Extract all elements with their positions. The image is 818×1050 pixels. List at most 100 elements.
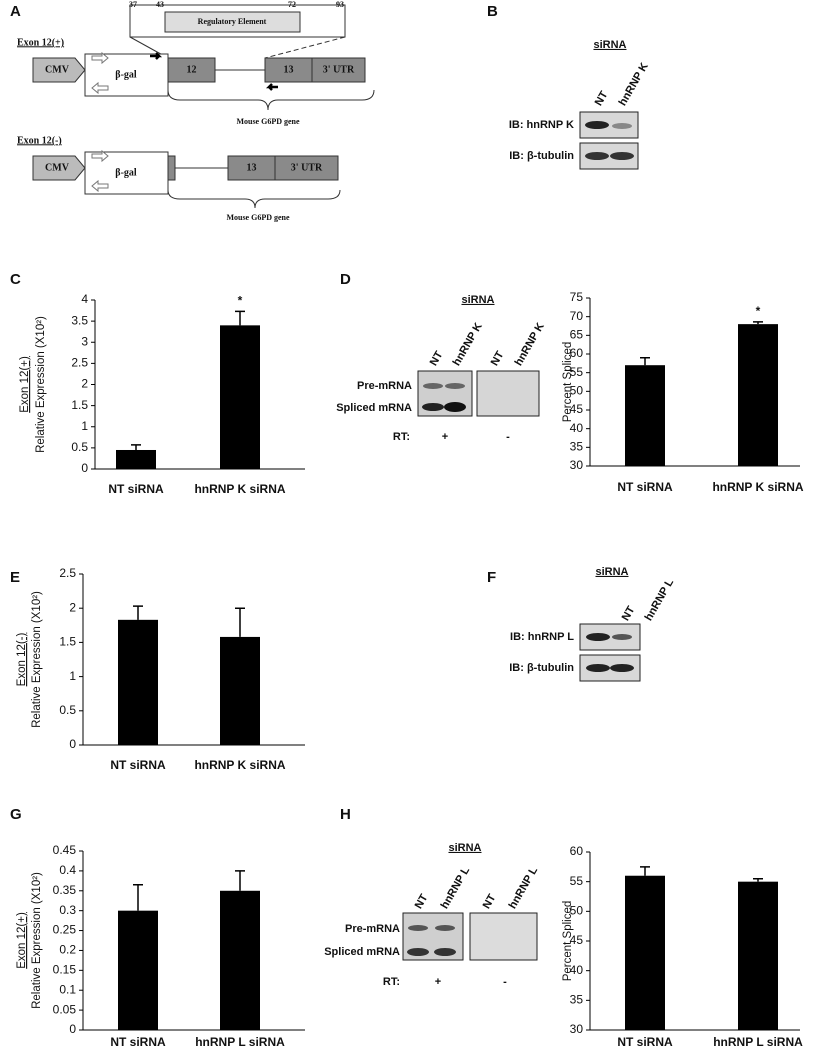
rt-sign: - [503,976,507,988]
x-tick-label: NT siRNA [110,758,166,772]
rt-sign: - [506,431,510,443]
lane-label: hnRNP L [507,865,541,911]
y-tick-label: 55 [570,874,584,888]
blot-box [469,912,538,961]
y-tick-label: 60 [570,346,584,360]
y-tick-label: 2.5 [59,566,76,580]
y-tick-label: 0.45 [53,843,77,857]
band [585,121,609,129]
lane-label: NT [428,349,446,368]
y-tick-label: 0.3 [59,903,76,917]
y-tick-label: 0.5 [71,440,88,454]
band [612,634,632,640]
construct-label: Exon 12(+) [17,37,64,48]
gene-label: Mouse G6PD gene [236,117,300,126]
y-tick-label: 75 [570,290,584,304]
primer-arrow [265,83,278,91]
panel-label: H [340,806,351,823]
panel-label: E [10,569,20,586]
bar [220,890,260,1030]
bar [118,910,158,1030]
position-label: 93 [336,0,344,9]
y-tick-label: 0.5 [59,703,76,717]
band [610,664,634,672]
lane-label: NT [413,892,431,911]
row-label: Spliced mRNA [324,946,400,958]
band [435,925,455,931]
x-tick-label: NT siRNA [617,1035,673,1049]
primer-arrow [91,81,109,95]
y-tick-label: 3.5 [71,313,88,327]
row-label: IB: hnRNP K [509,119,574,131]
y-tick-label: 2.5 [71,356,88,370]
y-tick-label: 2 [69,600,76,614]
x-tick-label: hnRNP K siRNA [194,482,285,496]
bar [220,325,260,469]
y-tick-label: 3 [81,334,88,348]
rt-label: RT: [383,976,400,988]
y-tick-label: 0 [69,737,76,751]
blot-header: siRNA [461,294,494,306]
bar [118,619,158,745]
band [444,402,466,412]
gene-label: Mouse G6PD gene [226,213,290,222]
row-label: Pre-mRNA [357,380,412,392]
position-label: 37 [129,0,137,9]
position-label: 43 [156,0,164,9]
y-tick-label: 40 [570,963,584,977]
y-tick-label: 0.2 [59,943,76,957]
panel-label: A [10,3,21,20]
exon-label: 13 [284,64,294,75]
y-tick-label: 30 [570,1022,584,1036]
y-tick-label: 0 [69,1022,76,1036]
primer-arrow [91,179,109,193]
y-tick-label: 55 [570,365,584,379]
error-bar [235,607,245,637]
band [423,383,443,389]
x-tick-label: NT siRNA [108,482,164,496]
band [586,664,610,672]
primer-arrow [91,51,109,65]
y-tick-label: 30 [570,458,584,472]
lane-label: hnRNP K [617,61,651,108]
y-axis-label: Percent Spliced [562,342,574,423]
y-axis-label: Exon 12(+) [19,356,31,413]
lane-label: NT [593,89,611,108]
blot-box [476,370,540,417]
y-tick-label: 1 [81,419,88,433]
position-label: 72 [288,0,296,9]
x-tick-label: hnRNP K siRNA [712,480,803,494]
band [612,123,632,129]
bar [625,875,665,1030]
band [445,383,465,389]
x-tick-label: hnRNP L siRNA [713,1035,803,1049]
error-bar [640,866,650,876]
lane-label: NT [481,892,499,911]
error-bar [235,870,245,891]
bar [625,365,665,466]
bar [116,449,156,469]
error-bar [753,877,763,882]
x-tick-label: NT siRNA [110,1035,166,1049]
panel-label: G [10,806,22,823]
panel-label: C [10,271,21,288]
error-bar [133,605,143,620]
significance-mark: * [238,294,243,308]
band [434,948,456,956]
regulatory-element [164,11,301,33]
y-axis-label: Exon 12(-) [16,632,28,686]
significance-mark: * [756,304,761,318]
y-axis-label: Exon 12(+) [16,912,28,969]
exon-label: 3' UTR [291,162,323,173]
y-tick-label: 45 [570,402,584,416]
lane-label: hnRNP L [643,577,677,623]
exon [311,57,366,83]
lane-label: hnRNP L [439,865,473,911]
exon-label: 12 [187,64,197,75]
y-tick-label: 1.5 [59,635,76,649]
promoter-label: CMV [45,162,70,173]
x-tick-label: hnRNP L siRNA [195,1035,285,1049]
primer-arrow [91,149,109,163]
promoter [32,57,86,83]
rt-sign: + [442,431,448,443]
